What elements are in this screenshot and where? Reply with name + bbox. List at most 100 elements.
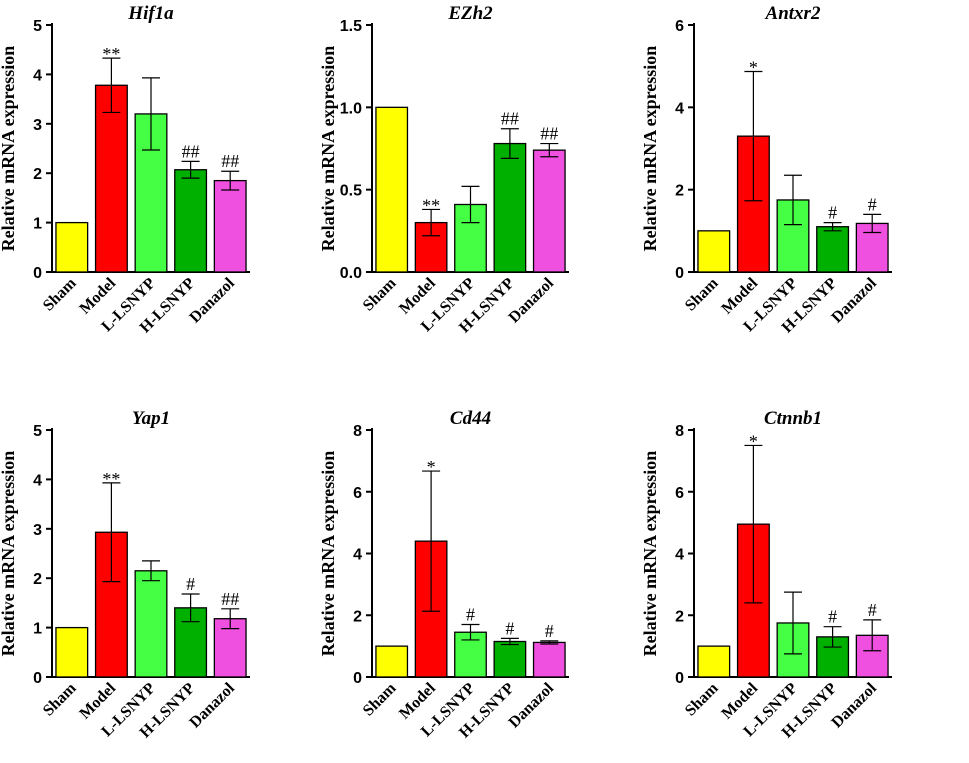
- y-axis-label: Relative mRNA expression: [640, 451, 660, 657]
- error-bar-danazol: [540, 640, 559, 645]
- significance-marker: ##: [540, 124, 558, 144]
- y-tick-label: 3: [33, 522, 42, 539]
- y-tick-label: 5: [33, 18, 42, 35]
- error-bar-h-lsnyp: [181, 593, 200, 623]
- error-bar-model: [744, 444, 763, 604]
- significance-marker: ##: [501, 109, 519, 129]
- chart-title: Antxr2: [765, 3, 821, 24]
- y-tick-label: 0: [33, 265, 42, 282]
- bar-danazol: [213, 179, 247, 273]
- y-tick-label: 1: [33, 621, 42, 638]
- error-bar-l-lsnyp: [142, 560, 160, 582]
- bar-sham: [697, 230, 731, 273]
- x-tick-label: Danazol: [186, 274, 238, 326]
- y-tick-label: 0: [675, 265, 684, 282]
- y-tick-label: 6: [353, 485, 362, 502]
- y-tick-label: 2: [353, 608, 362, 625]
- chart-title: Ctnnb1: [764, 408, 822, 429]
- y-tick-label: 8: [353, 423, 362, 440]
- error-bar-danazol: [863, 213, 882, 234]
- error-bar-l-lsnyp: [461, 185, 480, 224]
- y-axis-label: Relative mRNA expression: [318, 46, 338, 252]
- chart-title: Yap1: [132, 408, 170, 429]
- error-bar-h-lsnyp: [181, 160, 200, 179]
- x-tick-label: Sham: [360, 679, 400, 719]
- x-tick-label: Sham: [40, 274, 80, 314]
- bar-l-lsnyp: [134, 113, 168, 273]
- significance-marker: #: [868, 194, 877, 214]
- bar-sham: [375, 106, 409, 273]
- x-tick-label: Danazol: [828, 679, 880, 731]
- error-bar-h-lsnyp: [500, 128, 519, 159]
- x-tick-label: Danazol: [506, 679, 558, 731]
- y-tick-label: 2: [675, 608, 684, 625]
- error-bar-danazol: [540, 142, 559, 158]
- significance-marker: **: [102, 44, 120, 64]
- x-tick-label: Sham: [682, 679, 722, 719]
- y-tick-label: 8: [675, 423, 684, 440]
- bar-danazol: [532, 641, 566, 678]
- bar-h-lsnyp: [174, 169, 208, 273]
- bar-sham: [375, 645, 409, 678]
- significance-marker: *: [749, 431, 758, 451]
- y-tick-label: 0: [33, 670, 42, 687]
- bar-sham: [697, 645, 731, 678]
- y-tick-label: 0: [675, 670, 684, 687]
- bar-model: [94, 84, 128, 273]
- y-tick-label: 4: [675, 100, 684, 117]
- bar-danazol: [532, 149, 566, 273]
- x-tick-label: Sham: [40, 679, 80, 719]
- error-bar-l-lsnyp: [784, 174, 802, 226]
- significance-marker: ##: [221, 151, 239, 171]
- significance-marker: *: [427, 457, 436, 477]
- error-bar-danazol: [221, 608, 240, 630]
- bar-h-lsnyp: [493, 142, 527, 273]
- y-tick-label: 6: [675, 485, 684, 502]
- significance-marker: **: [422, 195, 440, 215]
- chart-title: Hif1a: [127, 3, 174, 24]
- significance-marker: **: [102, 469, 120, 489]
- y-tick-label: 3: [33, 117, 42, 134]
- chart-panel-ctnnb1: Ctnnb1 Relative mRNA expression 0 2 4 6 8 Sham *…: [640, 408, 892, 741]
- x-tick-label: Sham: [360, 274, 400, 314]
- error-bar-model: [744, 70, 763, 202]
- y-tick-label: 4: [33, 472, 42, 489]
- chart-title: EZh2: [447, 3, 493, 24]
- error-bar-l-lsnyp: [784, 591, 802, 655]
- bar-sham: [55, 626, 89, 678]
- significance-marker: #: [186, 574, 195, 594]
- y-axis-label: Relative mRNA expression: [640, 46, 660, 252]
- error-bar-model: [102, 57, 121, 114]
- significance-marker: #: [505, 618, 514, 638]
- significance-marker: #: [828, 203, 837, 223]
- y-tick-label: 0.5: [340, 183, 362, 200]
- y-tick-label: 4: [353, 547, 362, 564]
- y-tick-label: 2: [675, 183, 684, 200]
- y-tick-label: 5: [33, 423, 42, 440]
- error-bar-l-lsnyp: [142, 77, 160, 151]
- significance-marker: #: [545, 621, 554, 641]
- error-bar-l-lsnyp: [461, 623, 480, 641]
- error-bar-model: [102, 482, 121, 583]
- chart-panel-hif1a: Hif1a Relative mRNA expression 0 1 2 3 4 5 Sham *…: [0, 3, 250, 336]
- y-tick-label: 6: [675, 18, 684, 35]
- significance-marker: *: [749, 58, 758, 78]
- error-bar-h-lsnyp: [823, 626, 842, 648]
- significance-marker: #: [466, 605, 475, 625]
- significance-marker: ##: [221, 589, 239, 609]
- bar-h-lsnyp: [816, 226, 850, 273]
- y-axis-label: Relative mRNA expression: [0, 451, 18, 657]
- significance-marker: #: [828, 607, 837, 627]
- significance-marker: #: [868, 600, 877, 620]
- y-tick-label: 0: [353, 670, 362, 687]
- y-axis-label: Relative mRNA expression: [0, 46, 18, 252]
- chart-panel-yap1: Yap1 Relative mRNA expression 0 1 2 3 4 5 Sham **…: [0, 408, 250, 741]
- y-tick-label: 1.5: [340, 18, 362, 35]
- y-tick-label: 4: [675, 547, 684, 564]
- y-tick-label: 1.0: [340, 100, 362, 117]
- bar-l-lsnyp: [134, 570, 168, 678]
- error-bar-danazol: [863, 619, 882, 652]
